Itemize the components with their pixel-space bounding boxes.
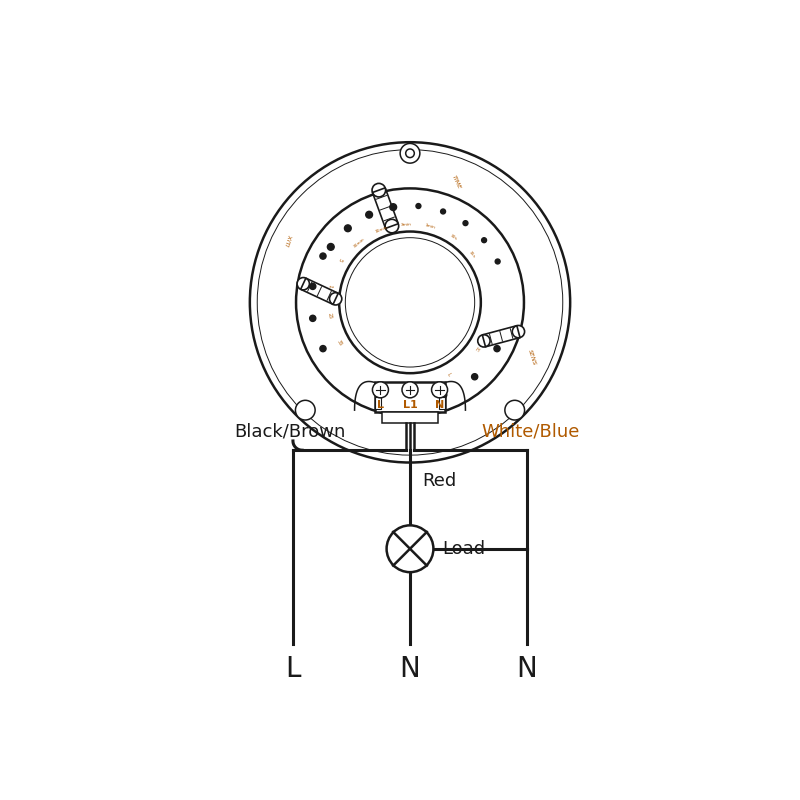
Circle shape <box>320 346 326 352</box>
Circle shape <box>320 253 326 259</box>
Circle shape <box>345 225 351 232</box>
Circle shape <box>431 382 447 398</box>
Text: TIME: TIME <box>450 174 462 190</box>
Text: 35: 35 <box>335 339 342 347</box>
Text: L: L <box>286 655 301 683</box>
Circle shape <box>385 219 398 233</box>
Circle shape <box>482 238 486 242</box>
Circle shape <box>406 149 414 158</box>
Bar <box>374 397 381 409</box>
Text: 1: 1 <box>327 284 333 288</box>
Circle shape <box>295 400 315 420</box>
Text: N: N <box>435 400 444 410</box>
Circle shape <box>386 526 434 572</box>
Text: 5: 5 <box>338 256 343 262</box>
Circle shape <box>463 221 468 226</box>
Circle shape <box>330 293 342 305</box>
Circle shape <box>402 382 418 398</box>
Circle shape <box>372 183 386 197</box>
Text: L: L <box>377 400 384 410</box>
Circle shape <box>512 326 525 338</box>
Text: Black/Brown: Black/Brown <box>234 422 346 441</box>
Circle shape <box>373 382 389 398</box>
Circle shape <box>406 394 414 402</box>
Text: 30s: 30s <box>449 234 458 241</box>
Circle shape <box>416 203 421 209</box>
Text: 3min: 3min <box>400 222 411 226</box>
Text: 25: 25 <box>326 312 332 319</box>
Circle shape <box>310 283 316 290</box>
Circle shape <box>327 243 334 250</box>
Text: SENS: SENS <box>527 349 537 366</box>
Text: 30min: 30min <box>354 237 366 248</box>
Bar <box>374 382 446 412</box>
Bar <box>382 412 438 423</box>
Text: H: H <box>474 346 480 353</box>
Circle shape <box>495 259 500 264</box>
Text: Red: Red <box>422 472 457 490</box>
Circle shape <box>471 374 478 380</box>
Circle shape <box>297 278 310 290</box>
Text: N: N <box>517 655 538 683</box>
Circle shape <box>310 315 316 322</box>
Text: 15s: 15s <box>468 250 476 258</box>
Text: L1: L1 <box>402 400 418 410</box>
Circle shape <box>441 209 446 214</box>
Text: 10min: 10min <box>374 226 388 234</box>
Text: 1min: 1min <box>425 223 436 230</box>
Circle shape <box>400 143 420 163</box>
Bar <box>439 397 446 409</box>
Circle shape <box>441 392 446 398</box>
Circle shape <box>366 211 373 218</box>
Circle shape <box>478 334 490 347</box>
Text: LUX: LUX <box>286 234 294 247</box>
Circle shape <box>494 346 500 352</box>
Text: N: N <box>400 655 420 683</box>
Text: Load: Load <box>442 540 486 558</box>
Circle shape <box>505 400 525 420</box>
Text: White/Blue: White/Blue <box>481 422 579 441</box>
Text: L: L <box>446 372 451 377</box>
Circle shape <box>390 204 397 210</box>
